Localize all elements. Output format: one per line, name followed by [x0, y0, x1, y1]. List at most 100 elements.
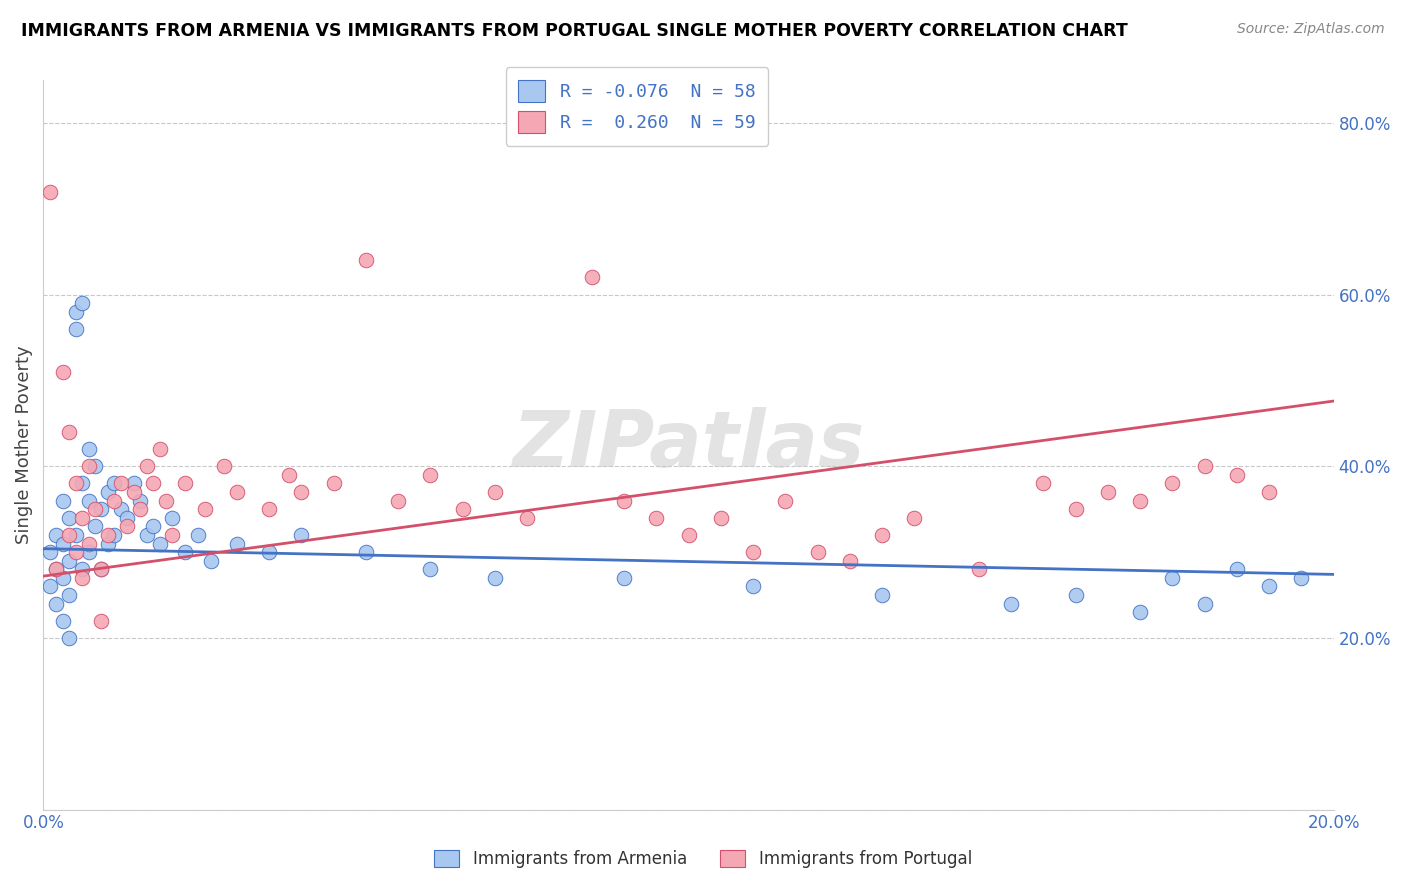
Point — [77, 545, 100, 559]
Point — [678, 528, 700, 542]
Point — [174, 545, 197, 559]
Point — [84, 502, 107, 516]
Legend: R = -0.076  N = 58, R =  0.260  N = 59: R = -0.076 N = 58, R = 0.260 N = 59 — [506, 67, 768, 145]
Point — [419, 562, 441, 576]
Point — [122, 476, 145, 491]
Point — [65, 528, 87, 542]
Point — [110, 476, 132, 491]
Text: IMMIGRANTS FROM ARMENIA VS IMMIGRANTS FROM PORTUGAL SINGLE MOTHER POVERTY CORREL: IMMIGRANTS FROM ARMENIA VS IMMIGRANTS FR… — [21, 22, 1128, 40]
Point — [58, 425, 80, 439]
Point — [77, 459, 100, 474]
Point — [226, 485, 249, 500]
Point — [148, 442, 170, 456]
Point — [1161, 476, 1184, 491]
Point — [84, 519, 107, 533]
Point — [212, 459, 235, 474]
Point — [58, 554, 80, 568]
Point — [354, 253, 377, 268]
Point — [129, 502, 152, 516]
Point — [516, 510, 538, 524]
Point — [70, 510, 93, 524]
Point — [1226, 467, 1249, 482]
Point — [103, 493, 125, 508]
Point — [870, 528, 893, 542]
Point — [200, 554, 222, 568]
Point — [838, 554, 860, 568]
Point — [742, 545, 765, 559]
Point — [90, 562, 112, 576]
Point — [903, 510, 925, 524]
Point — [806, 545, 828, 559]
Point — [710, 510, 733, 524]
Point — [174, 476, 197, 491]
Point — [45, 597, 67, 611]
Point — [52, 493, 75, 508]
Point — [451, 502, 474, 516]
Point — [870, 588, 893, 602]
Point — [290, 485, 312, 500]
Text: Source: ZipAtlas.com: Source: ZipAtlas.com — [1237, 22, 1385, 37]
Point — [65, 322, 87, 336]
Point — [122, 485, 145, 500]
Point — [1064, 588, 1087, 602]
Point — [142, 476, 165, 491]
Point — [1161, 571, 1184, 585]
Point — [129, 493, 152, 508]
Point — [110, 502, 132, 516]
Point — [70, 476, 93, 491]
Point — [775, 493, 797, 508]
Point — [742, 579, 765, 593]
Point — [613, 571, 636, 585]
Point — [135, 459, 157, 474]
Point — [84, 459, 107, 474]
Point — [1032, 476, 1054, 491]
Point — [52, 571, 75, 585]
Point — [38, 545, 60, 559]
Point — [77, 493, 100, 508]
Y-axis label: Single Mother Poverty: Single Mother Poverty — [15, 345, 32, 544]
Point — [77, 536, 100, 550]
Point — [52, 365, 75, 379]
Point — [1000, 597, 1022, 611]
Point — [90, 614, 112, 628]
Point — [117, 519, 139, 533]
Point — [52, 614, 75, 628]
Point — [90, 562, 112, 576]
Point — [257, 545, 280, 559]
Point — [387, 493, 409, 508]
Point — [58, 631, 80, 645]
Point — [187, 528, 209, 542]
Point — [645, 510, 668, 524]
Point — [419, 467, 441, 482]
Point — [45, 562, 67, 576]
Point — [1097, 485, 1119, 500]
Point — [1291, 571, 1313, 585]
Point — [484, 571, 506, 585]
Point — [70, 562, 93, 576]
Point — [103, 528, 125, 542]
Legend: Immigrants from Armenia, Immigrants from Portugal: Immigrants from Armenia, Immigrants from… — [427, 843, 979, 875]
Point — [1064, 502, 1087, 516]
Point — [322, 476, 344, 491]
Point — [103, 476, 125, 491]
Point — [484, 485, 506, 500]
Point — [135, 528, 157, 542]
Point — [1194, 459, 1216, 474]
Point — [38, 185, 60, 199]
Point — [97, 528, 120, 542]
Point — [581, 270, 603, 285]
Point — [1129, 605, 1152, 619]
Point — [58, 588, 80, 602]
Point — [70, 571, 93, 585]
Point — [194, 502, 217, 516]
Point — [97, 536, 120, 550]
Point — [155, 493, 177, 508]
Point — [38, 579, 60, 593]
Point — [97, 485, 120, 500]
Point — [45, 562, 67, 576]
Point — [142, 519, 165, 533]
Point — [65, 545, 87, 559]
Point — [65, 476, 87, 491]
Point — [277, 467, 299, 482]
Point — [1258, 579, 1281, 593]
